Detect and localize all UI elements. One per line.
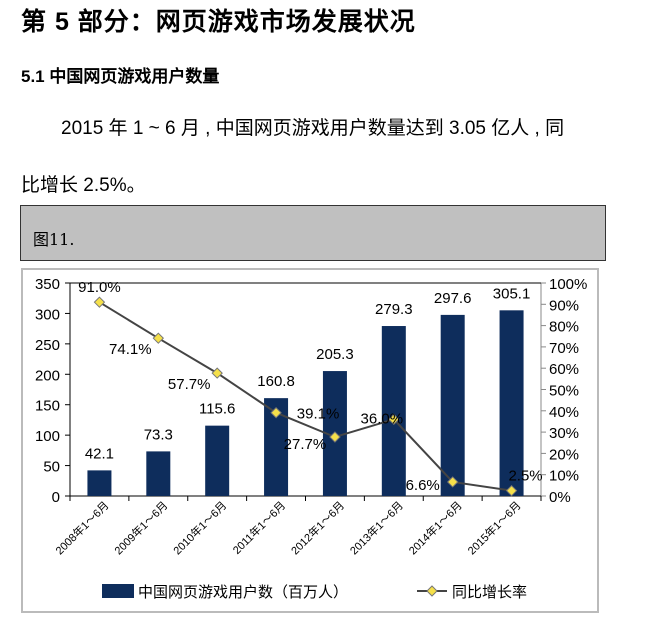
- legend-line-marker: [426, 585, 438, 597]
- category-label: 2010年1～6月: [170, 498, 229, 557]
- section-title: 第 5 部分：网页游戏市场发展状况: [21, 8, 416, 36]
- right-tick-label: 100%: [549, 276, 587, 293]
- bar-data-label: 279.3: [375, 301, 413, 318]
- category-label: 2011年1～6月: [230, 498, 289, 557]
- bar-data-label: 42.1: [85, 445, 114, 462]
- bar: [440, 314, 465, 496]
- legend-bar-swatch: [102, 584, 134, 598]
- line-data-label: 74.1%: [109, 341, 152, 358]
- right-tick-label: 70%: [549, 340, 579, 357]
- bar: [146, 451, 171, 496]
- right-tick-label: 90%: [549, 297, 579, 314]
- line-data-label: 2.5%: [508, 468, 542, 485]
- bar-data-label: 297.6: [434, 290, 472, 307]
- category-label: 2009年1～6月: [111, 498, 170, 557]
- category-label: 2013年1～6月: [347, 498, 406, 557]
- paragraph-line-1: 2015 年 1 ~ 6 月 , 中国网页游戏用户数量达到 3.05 亿人 , …: [61, 118, 565, 139]
- line-data-label: 39.1%: [297, 406, 340, 423]
- growth-line: [98, 301, 512, 492]
- legend-bar-label: 中国网页游戏用户数（百万人）: [138, 584, 348, 601]
- bar-data-label: 73.3: [144, 426, 173, 443]
- paragraph-line-2: 比增长 2.5%。: [21, 175, 146, 196]
- line-marker: [270, 407, 282, 419]
- line-data-label: 27.7%: [284, 436, 327, 453]
- line-marker: [93, 296, 106, 308]
- left-tick-label: 350: [35, 276, 60, 293]
- left-tick-label: 200: [35, 367, 60, 384]
- line-data-label: 57.7%: [168, 376, 211, 393]
- left-tick-label: 50: [43, 459, 60, 476]
- right-tick-label: 10%: [549, 468, 579, 485]
- bar: [499, 310, 524, 496]
- figure-label: 图11.: [33, 230, 75, 249]
- line-marker: [152, 332, 165, 344]
- figure-caption-box: 图11.: [20, 205, 606, 261]
- bar-data-label: 160.8: [257, 373, 295, 390]
- left-tick-label: 250: [35, 337, 60, 354]
- bar-data-label: 115.6: [199, 401, 235, 418]
- left-tick-label: 0: [52, 489, 60, 506]
- line-marker: [388, 413, 400, 426]
- bar: [381, 326, 406, 496]
- right-tick-label: 20%: [549, 446, 579, 463]
- right-tick-label: 60%: [549, 361, 579, 378]
- legend-line-label: 同比增长率: [452, 584, 527, 601]
- category-label: 2012年1～6月: [288, 498, 347, 557]
- chart-frame: [21, 268, 599, 613]
- right-tick-label: 50%: [549, 383, 579, 400]
- bar: [87, 470, 112, 496]
- left-tick-label: 150: [35, 398, 60, 415]
- line-data-label: 6.6%: [406, 477, 440, 494]
- category-label: 2015年1～6月: [464, 498, 523, 557]
- line-data-label: 36.0%: [361, 410, 404, 427]
- bar-data-label: 305.1: [493, 285, 531, 302]
- bar: [205, 425, 230, 496]
- right-tick-label: 40%: [549, 404, 579, 421]
- subsection-title: 5.1 中国网页游戏用户数量: [21, 67, 220, 86]
- line-marker: [329, 431, 341, 443]
- category-label: 2008年1～6月: [52, 498, 111, 557]
- line-marker: [505, 484, 518, 497]
- left-tick-label: 300: [35, 306, 60, 323]
- right-tick-label: 30%: [549, 425, 579, 442]
- category-label: 2014年1～6月: [406, 498, 465, 557]
- line-data-label: 91.0%: [78, 279, 121, 296]
- line-marker: [446, 476, 459, 488]
- line-marker: [211, 367, 223, 379]
- right-tick-label: 80%: [549, 319, 579, 336]
- right-tick-label: 0%: [549, 489, 571, 506]
- left-tick-label: 100: [35, 428, 60, 445]
- bar-data-label: 205.3: [316, 346, 354, 363]
